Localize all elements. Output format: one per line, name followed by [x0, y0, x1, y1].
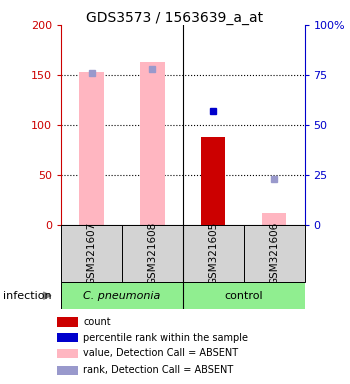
- Bar: [61, 225, 122, 282]
- Bar: [201, 137, 225, 225]
- Text: GSM321606: GSM321606: [269, 222, 279, 285]
- Bar: [183, 282, 304, 309]
- Text: GSM321605: GSM321605: [208, 222, 218, 285]
- Bar: [262, 213, 286, 225]
- Text: percentile rank within the sample: percentile rank within the sample: [83, 333, 248, 343]
- Bar: [57, 333, 78, 342]
- Bar: [61, 282, 183, 309]
- Text: value, Detection Call = ABSENT: value, Detection Call = ABSENT: [83, 348, 238, 358]
- Bar: [57, 349, 78, 358]
- Bar: [79, 72, 104, 225]
- Bar: [57, 317, 78, 326]
- Text: count: count: [83, 317, 111, 327]
- Bar: [57, 366, 78, 375]
- Text: infection: infection: [4, 291, 52, 301]
- Bar: [183, 225, 244, 282]
- Text: GSM321608: GSM321608: [147, 222, 158, 285]
- Bar: [122, 225, 183, 282]
- Text: rank, Detection Call = ABSENT: rank, Detection Call = ABSENT: [83, 365, 233, 375]
- Text: GSM321607: GSM321607: [87, 222, 97, 285]
- Text: GDS3573 / 1563639_a_at: GDS3573 / 1563639_a_at: [86, 11, 264, 25]
- Bar: [140, 62, 164, 225]
- Text: C. pneumonia: C. pneumonia: [83, 291, 161, 301]
- Bar: [244, 225, 304, 282]
- Text: control: control: [224, 291, 263, 301]
